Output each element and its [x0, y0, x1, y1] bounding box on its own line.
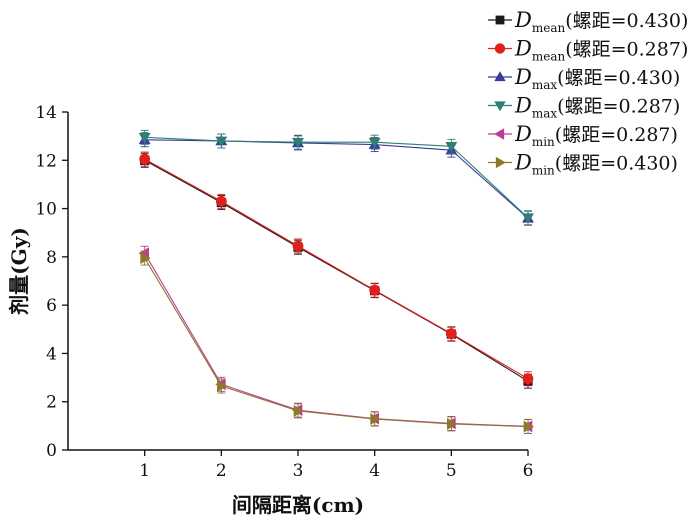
legend-label: Dmean(螺距=0.287) — [514, 37, 688, 64]
legend-marker — [494, 128, 505, 140]
series-line — [144, 158, 529, 380]
x-tick-label: 5 — [446, 461, 457, 481]
x-tick-label: 1 — [139, 461, 150, 481]
legend-label: Dmin(螺距=0.287) — [514, 122, 678, 149]
y-tick-label: 12 — [35, 151, 57, 171]
legend-marker — [495, 156, 506, 169]
y-tick-label: 4 — [46, 344, 57, 364]
data-point — [445, 328, 457, 340]
data-point — [292, 240, 304, 252]
legend-marker — [494, 101, 506, 112]
x-tick-label: 4 — [369, 461, 380, 481]
y-tick-label: 10 — [35, 200, 57, 220]
legend-label: Dmin(螺距=0.430) — [514, 151, 678, 178]
x-axis-title: 间隔距离(cm) — [232, 493, 364, 517]
data-point — [368, 137, 381, 149]
data-point — [369, 284, 381, 296]
series-line — [144, 139, 529, 219]
legend-marker — [494, 43, 506, 54]
legend-item-4: Dmax(螺距=0.287) — [488, 94, 680, 121]
data-point — [139, 153, 151, 165]
legend-marker — [495, 15, 505, 25]
y-tick-label: 6 — [46, 296, 57, 316]
legend-item-3: Dmax(螺距=0.430) — [488, 65, 680, 92]
legend-item-2: Dmean(螺距=0.287) — [488, 37, 688, 64]
series-2 — [139, 151, 534, 387]
series-line — [144, 257, 529, 428]
series-5 — [138, 245, 533, 434]
data-point — [140, 252, 151, 265]
data-point — [138, 133, 151, 144]
legend-item-1: Dmean(螺距=0.430) — [488, 8, 688, 35]
y-tick-label: 2 — [46, 393, 57, 413]
y-axis-title: 剂量(Gy) — [7, 227, 31, 315]
series-6 — [140, 250, 535, 435]
legend-label: Dmean(螺距=0.430) — [514, 8, 688, 35]
legend-label: Dmax(螺距=0.287) — [514, 94, 680, 121]
x-tick-label: 6 — [523, 461, 534, 481]
data-point — [216, 380, 228, 392]
data-point — [445, 141, 458, 153]
x-tick-label: 3 — [293, 461, 304, 481]
series-line — [144, 252, 529, 427]
y-tick-label: 0 — [46, 441, 57, 461]
data-point — [370, 413, 381, 426]
data-point — [522, 213, 534, 224]
y-tick-label: 8 — [46, 248, 57, 268]
series-4 — [138, 129, 534, 226]
data-point — [215, 136, 228, 148]
data-point — [446, 417, 458, 430]
series-line — [144, 136, 529, 219]
data-point — [292, 137, 304, 149]
legend-item-6: Dmin(螺距=0.430) — [488, 151, 678, 178]
legend: Dmean(螺距=0.430)Dmean(螺距=0.287)Dmax(螺距=0.… — [488, 8, 688, 178]
x-tick-label: 2 — [216, 461, 227, 481]
data-point — [293, 404, 305, 417]
legend-marker — [494, 71, 506, 82]
y-tick-label: 14 — [35, 103, 57, 123]
data-point — [522, 373, 534, 385]
data-point — [215, 195, 227, 207]
legend-item-5: Dmin(螺距=0.287) — [488, 122, 678, 149]
series-3 — [138, 132, 534, 226]
data-point — [523, 420, 535, 433]
series-line — [144, 159, 529, 382]
legend-label: Dmax(螺距=0.430) — [514, 65, 680, 92]
series-group — [138, 129, 535, 435]
